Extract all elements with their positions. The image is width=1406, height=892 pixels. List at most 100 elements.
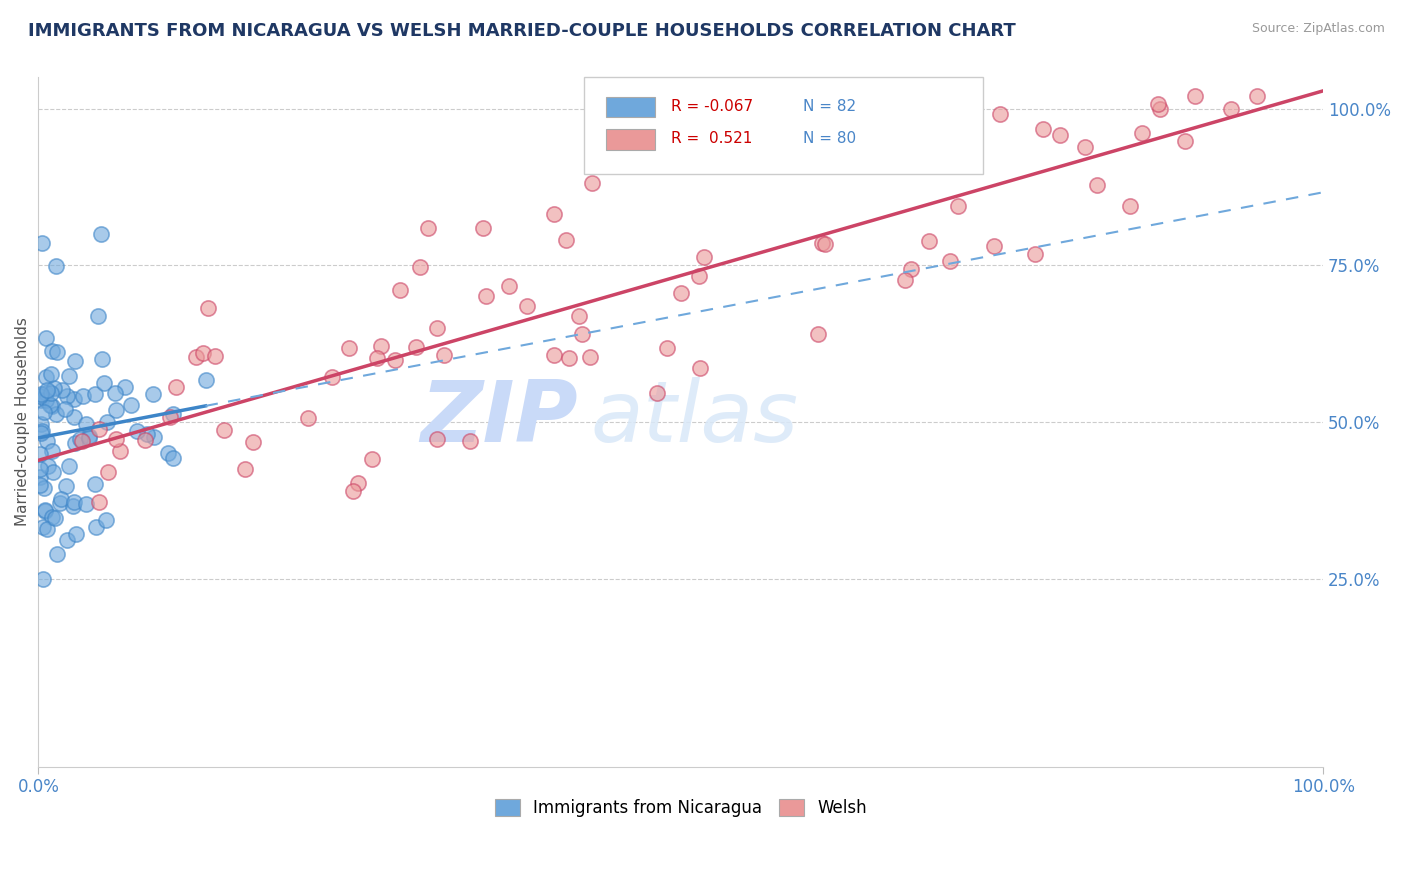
Point [30,387,52,401]
Point [162,408,184,422]
Point [554,233,576,247]
Point [347,475,370,490]
Point [41,443,63,458]
Point [90,227,112,241]
Point [63,409,86,424]
Point [807,327,830,342]
Point [917,234,939,248]
Point [233,462,256,476]
Point [84,477,107,491]
Point [35,385,58,400]
Point [30,392,52,407]
Point [142,387,165,401]
Point [579,350,602,364]
Point [32,572,55,586]
Point [475,289,498,303]
Point [55,479,77,493]
Point [104,403,127,417]
Point [41,399,63,413]
Point [543,207,565,221]
Point [35,331,58,345]
Text: R = -0.067: R = -0.067 [671,99,752,114]
Bar [606,129,655,150]
Text: IMMIGRANTS FROM NICARAGUA VS WELSH MARRIED-COUPLE HOUSEHOLDS CORRELATION CHART: IMMIGRANTS FROM NICARAGUA VS WELSH MARRI… [28,22,1017,40]
Point [543,348,565,362]
Point [297,410,319,425]
Point [745,155,768,169]
Point [943,155,966,169]
Text: atlas: atlas [591,377,799,460]
Point [408,260,430,274]
Point [384,352,406,367]
Point [811,236,834,251]
Point [1119,199,1142,213]
Point [645,386,668,401]
Point [339,342,361,356]
Point [34,504,56,518]
Point [30,389,52,403]
Point [426,432,449,446]
Point [747,152,769,166]
Point [96,415,118,429]
Point [321,370,343,384]
Point [51,383,73,397]
Point [143,430,166,444]
Point [69,432,91,446]
Point [35,370,58,384]
Point [35,522,58,536]
Point [581,176,603,190]
Point [39,386,62,401]
Point [135,426,157,441]
Point [72,389,94,403]
Point [197,301,219,316]
Point [693,250,716,264]
Point [194,373,217,387]
Text: N = 80: N = 80 [803,131,856,146]
Point [432,348,454,362]
Point [1085,178,1108,193]
Point [498,278,520,293]
Point [120,398,142,412]
Point [558,351,581,365]
Point [28,447,51,461]
Point [62,495,84,509]
Point [72,434,94,448]
Point [1174,134,1197,148]
Point [31,425,53,439]
Point [62,500,84,514]
Point [97,465,120,479]
Point [191,346,214,360]
Point [37,458,59,473]
Point [34,503,56,517]
Point [35,383,58,397]
Point [948,199,970,213]
Point [105,433,128,447]
Point [418,221,440,235]
Point [361,451,384,466]
Point [571,327,593,342]
Point [42,381,65,395]
Point [889,143,911,157]
Point [108,444,131,458]
Point [695,143,717,157]
Point [53,402,76,417]
Point [49,496,72,510]
Point [1149,102,1171,116]
Text: ZIP: ZIP [420,377,578,460]
Point [77,430,100,444]
Point [157,445,180,459]
Point [1049,128,1071,143]
Point [87,309,110,323]
Point [93,376,115,391]
Point [49,492,72,507]
Point [1130,127,1153,141]
Point [55,533,77,548]
Point [862,144,884,158]
Point [1074,140,1097,154]
Point [688,268,710,283]
Point [242,434,264,449]
Point [30,426,52,441]
Point [84,520,107,534]
Point [405,340,427,354]
Point [516,299,538,313]
